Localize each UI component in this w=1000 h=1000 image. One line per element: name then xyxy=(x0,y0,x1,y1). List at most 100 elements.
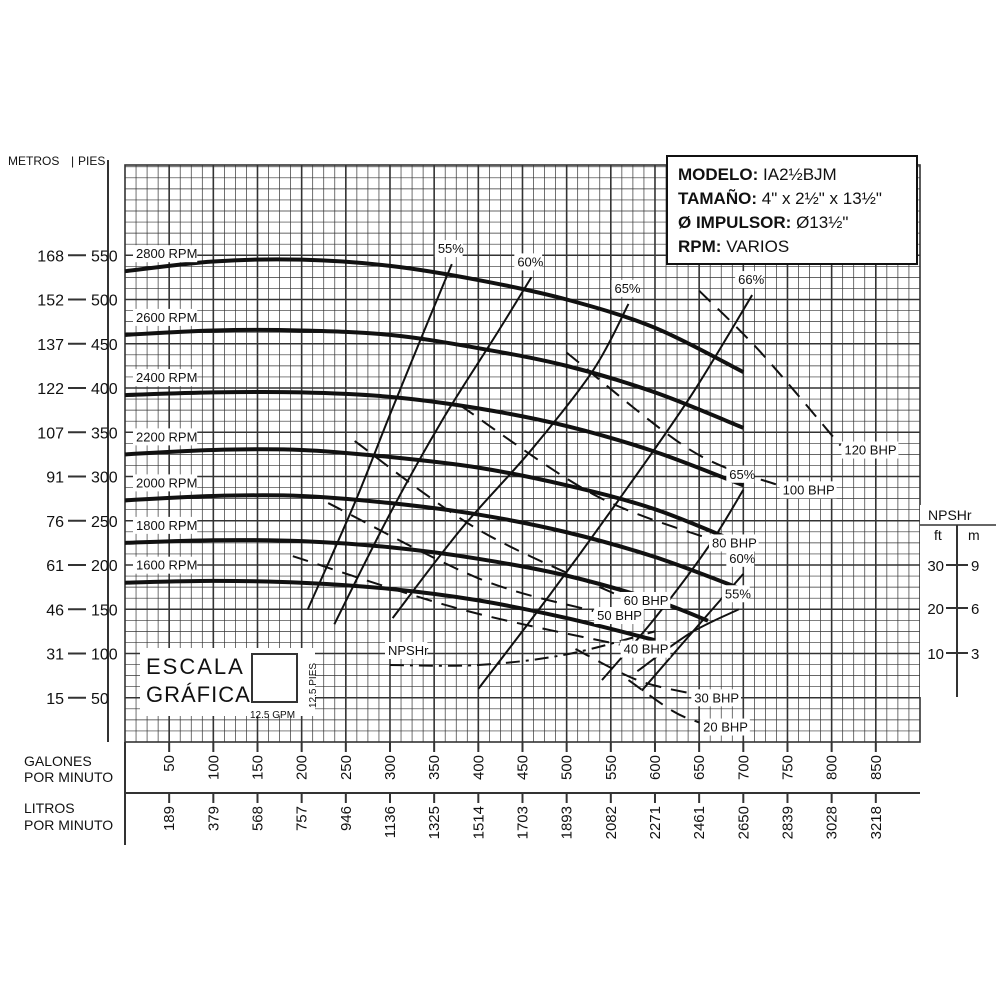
x1-tick-label: 450 xyxy=(514,755,531,780)
y-axis-title-pies: PIES xyxy=(78,154,105,168)
y-tick-label-ft: 500 xyxy=(91,293,118,310)
label-bhp-bg xyxy=(779,481,837,499)
x2-title-line1: LITROS xyxy=(24,800,75,816)
label-bhp: 30 BHP xyxy=(694,690,739,705)
npshr-tick-label-ft: 20 xyxy=(927,601,944,618)
tamano-label: TAMAÑO: xyxy=(678,189,757,208)
x2-tick-label: 1136 xyxy=(382,806,399,838)
modelo-label: MODELO: xyxy=(678,165,759,184)
escala-pies-label: 12.5 PIES xyxy=(308,663,319,708)
npshr-tick-label-m: 9 xyxy=(971,558,979,575)
curve-eff-60 xyxy=(333,276,533,625)
label-eff: 60% xyxy=(517,254,543,269)
label-2800-rpm: 2800 RPM xyxy=(136,246,197,261)
label-2600-rpm: 2600 RPM xyxy=(136,310,197,325)
y-tick-label-m: 152 xyxy=(37,293,64,310)
y-tick-label-ft: 200 xyxy=(91,558,118,575)
curve-bhp-40bhp xyxy=(292,555,620,646)
label-1800-rpm-bg xyxy=(133,516,198,534)
curve-eff-65 xyxy=(391,303,630,619)
x2-tick-label: 1893 xyxy=(559,806,576,839)
y-axis-title-separator: | xyxy=(71,154,74,168)
x2-tick-label: 1514 xyxy=(470,806,487,839)
y-tick-label-ft: 300 xyxy=(91,470,118,487)
label-bhp: 40 BHP xyxy=(624,642,669,657)
x1-tick-label: 300 xyxy=(382,755,399,780)
x1-tick-label: 200 xyxy=(294,755,311,780)
label-bhp: 100 BHP xyxy=(783,482,835,497)
y-tick-label-m: 15 xyxy=(46,691,64,708)
x2-tick-label: 2839 xyxy=(779,806,796,839)
curve-rpm-2200rpm xyxy=(124,447,745,547)
curve-rpm-2000rpm xyxy=(124,493,745,592)
label-eff-bg xyxy=(611,279,640,297)
x2-tick-label: 2271 xyxy=(647,806,664,839)
y-tick-label-m: 168 xyxy=(37,248,64,265)
label-bhp-bg xyxy=(594,607,644,625)
x2-tick-label: 757 xyxy=(294,806,311,831)
label-bhp-bg xyxy=(708,534,759,552)
label-eff: 66% xyxy=(738,272,764,287)
curve-rpm-2400rpm xyxy=(124,389,745,488)
label-bhp: 60 BHP xyxy=(624,593,669,608)
x1-tick-label: 250 xyxy=(338,755,355,780)
curve-bhp-120bhp xyxy=(698,289,842,447)
label-eff: 55% xyxy=(438,241,464,256)
y-tick-label-ft: 550 xyxy=(91,248,118,265)
label-2200-rpm-bg xyxy=(133,428,198,446)
impulsor-value: Ø13½" xyxy=(796,213,849,232)
label-bhp: 120 BHP xyxy=(844,443,896,458)
label-eff-bg xyxy=(721,585,750,603)
curve-bhp-80bhp xyxy=(460,404,709,540)
curves xyxy=(124,257,842,724)
tamano-value: 4" x 2½" x 13½" xyxy=(761,189,882,208)
curve-bhp-50bhp xyxy=(327,502,594,612)
y-tick-label-m: 76 xyxy=(46,514,64,531)
curve-eff-55 xyxy=(306,263,453,610)
curve-rpm-1600rpm xyxy=(124,578,656,643)
curve-eff-55 xyxy=(636,608,740,673)
modelo-value: IA2½BJM xyxy=(763,165,837,184)
label-2400-rpm: 2400 RPM xyxy=(136,370,197,385)
labels: 2800 RPM 2600 RPM 2400 RPM 2200 RPM 2000 RPM… xyxy=(133,240,899,736)
x2-title-line2: POR MINUTO xyxy=(24,817,113,833)
escala-square xyxy=(251,653,298,703)
x1-tick-label: 850 xyxy=(868,755,885,780)
rpm-value: VARIOS xyxy=(726,237,790,256)
label-bhp-bg xyxy=(841,441,899,459)
label-eff-bg xyxy=(514,253,543,271)
npshr-tick-label-ft: 30 xyxy=(927,558,944,575)
x2-tick-label: 946 xyxy=(338,806,355,831)
npshr-tick-label-ft: 10 xyxy=(927,646,944,663)
x2-tick-label: 189 xyxy=(161,806,178,831)
x1-tick-label: 50 xyxy=(161,755,178,772)
curve-npsh-npshr xyxy=(389,630,656,667)
y-tick-label-ft: 450 xyxy=(91,337,118,354)
label-2800-rpm-bg xyxy=(133,245,198,263)
rpm-label: RPM: xyxy=(678,237,722,256)
label-bhp: 80 BHP xyxy=(712,535,757,550)
model-info-box: MODELO: IA2½BJM TAMAÑO: 4" x 2½" x 13½" … xyxy=(666,155,918,265)
y-tick-label-ft: 350 xyxy=(91,425,118,442)
curve-rpm-2600rpm xyxy=(124,327,745,430)
curve-bhp-30bhp xyxy=(575,648,691,695)
x2-tick-label: 2461 xyxy=(691,806,708,839)
x2-tick-label: 568 xyxy=(249,806,266,831)
label-npshr-bg xyxy=(385,642,428,659)
label-bhp-bg xyxy=(620,591,671,609)
npshr-unit-m: m xyxy=(968,527,980,543)
label-1600-rpm: 1600 RPM xyxy=(136,558,197,573)
y-tick-label-ft: 100 xyxy=(91,647,118,664)
label-eff: 65% xyxy=(614,281,640,296)
label-bhp-bg xyxy=(700,718,750,736)
y-tick-label-ft: 400 xyxy=(91,381,118,398)
x2-tick-label: 1703 xyxy=(514,806,531,839)
x1-tick-label: 550 xyxy=(603,755,620,780)
x1-title-line1: GALONES xyxy=(24,753,92,769)
npshr-tick-label-m: 6 xyxy=(971,601,979,618)
x1-tick-label: 500 xyxy=(559,755,576,780)
label-2200-rpm: 2200 RPM xyxy=(136,429,197,444)
y-tick-label-ft: 150 xyxy=(91,602,118,619)
x1-tick-label: 800 xyxy=(824,755,841,780)
